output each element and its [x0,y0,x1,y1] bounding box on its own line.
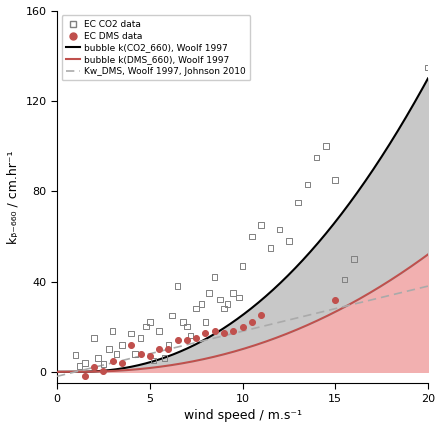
Point [156,328,163,335]
Point [230,290,237,296]
Point [295,199,302,206]
Point [313,154,320,161]
Point [206,290,213,296]
Point [258,222,265,229]
Point [165,346,172,353]
Point [109,328,116,335]
Point [81,373,88,380]
Point [276,226,283,233]
Point [168,312,175,319]
Point [128,330,135,337]
Point [221,305,228,312]
Point [248,233,255,240]
Point [323,143,330,150]
Point [350,256,357,263]
Point [100,360,107,367]
Point [224,301,231,308]
Point [146,319,153,326]
Point [128,341,135,348]
Point [81,360,88,366]
Point [332,177,339,184]
Point [109,357,116,364]
Point [100,367,107,374]
Point [174,283,181,290]
Point [137,350,144,357]
Point [91,364,98,371]
Point [211,328,218,335]
Point [230,328,237,335]
Point [332,296,339,303]
Point [202,330,209,337]
Point [146,353,153,360]
Point [221,330,228,337]
Point [72,351,79,358]
Point [193,305,200,312]
Point [286,238,293,245]
Point [137,335,144,341]
Point [150,357,157,364]
Point [161,355,168,362]
Point [94,355,101,362]
X-axis label: wind speed / m.s⁻¹: wind speed / m.s⁻¹ [183,409,301,422]
Point [179,319,187,326]
Point [118,360,126,366]
Point [239,263,246,269]
Point [142,323,149,330]
Point [118,341,126,348]
Point [174,337,181,344]
Point [304,181,311,188]
Point [187,332,194,339]
Y-axis label: kᵦ₋₆₆₀ / cm.hr⁻¹: kᵦ₋₆₆₀ / cm.hr⁻¹ [7,150,20,244]
Point [217,296,224,303]
Point [183,337,191,344]
Point [156,346,163,353]
Point [341,276,348,283]
Point [258,312,265,319]
Point [202,319,209,326]
Point [248,319,255,326]
Point [91,335,98,341]
Point [76,363,83,370]
Point [424,64,431,71]
Point [267,245,274,251]
Legend: EC CO2 data, EC DMS data, bubble k(CO2_660), Woolf 1997, bubble k(DMS_660), Wool: EC CO2 data, EC DMS data, bubble k(CO2_6… [61,15,250,80]
Point [183,323,191,330]
Point [198,301,205,308]
Point [235,294,242,301]
Point [106,346,113,353]
Point [113,350,120,357]
Point [131,350,138,357]
Point [165,341,172,348]
Point [193,335,200,341]
Point [239,323,246,330]
Point [211,274,218,281]
